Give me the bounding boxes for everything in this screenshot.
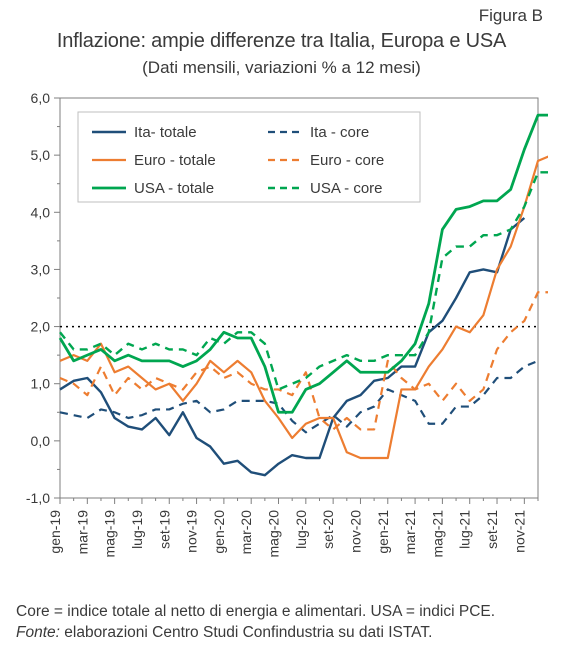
legend-label: USA - core	[310, 180, 383, 197]
x-tick-label: lug-20	[293, 510, 309, 549]
legend-label: Ita- totale	[134, 124, 197, 141]
legend-label: Euro - core	[310, 152, 384, 169]
x-tick-label: mar-19	[74, 510, 90, 555]
x-tick-label: nov-19	[184, 510, 200, 553]
series-line	[60, 292, 548, 429]
footnote-source-text: elaborazioni Centro Studi Confindustria …	[60, 624, 432, 641]
x-tick-label: gen-19	[47, 510, 63, 554]
x-tick-label: set-19	[156, 510, 172, 549]
y-tick-label: 0,0	[31, 433, 51, 449]
y-tick-label: 5,0	[31, 147, 51, 163]
x-tick-label: mag-21	[429, 510, 445, 558]
legend-label: Ita - core	[310, 124, 369, 141]
chart-container: -1,0 0,0 1,0 2,0 3,0 4,0 5,0 6,0 gen-19 mar-19 mag…	[14, 88, 548, 588]
x-tick-label: mar-20	[238, 510, 254, 555]
x-tick-label: gen-21	[375, 510, 391, 554]
x-tick-label: mag-19	[102, 510, 118, 558]
y-tick-label: 4,0	[31, 204, 51, 220]
figure-label: Figura B	[479, 6, 543, 26]
legend-label: Euro - totale	[134, 152, 216, 169]
series-line	[60, 361, 538, 432]
x-tick-label: set-20	[320, 510, 336, 549]
x-tick-label: lug-21	[457, 510, 473, 549]
footnote: Core = indice totale al netto di energia…	[16, 602, 546, 644]
y-tick-label: -1,0	[26, 490, 50, 506]
chart-svg: -1,0 0,0 1,0 2,0 3,0 4,0 5,0 6,0 gen-19 mar-19 mag…	[14, 88, 548, 588]
y-tick-label: 2,0	[31, 319, 51, 335]
y-tick-label: 3,0	[31, 261, 51, 277]
plot-area	[60, 98, 538, 498]
legend-label: USA - totale	[134, 180, 214, 197]
x-tick-label: lug-19	[129, 510, 145, 549]
chart-subtitle: (Dati mensili, variazioni % a 12 mesi)	[0, 58, 563, 78]
chart-title: Inflazione: ampie differenze tra Italia,…	[0, 30, 563, 53]
series-line	[60, 155, 548, 458]
x-tick-label: set-21	[484, 510, 500, 549]
y-tick-label: 6,0	[31, 90, 51, 106]
x-tick-label: mag-20	[266, 510, 282, 558]
y-tick-label: 1,0	[31, 376, 51, 392]
x-tick-label: gen-20	[211, 510, 227, 554]
x-tick-label: nov-20	[347, 510, 363, 553]
footnote-line1: Core = indice totale al netto di energia…	[16, 603, 495, 620]
footnote-source-label: Fonte:	[16, 624, 60, 641]
x-tick-label: mar-21	[402, 510, 418, 555]
x-tick-label: nov-21	[511, 510, 527, 553]
